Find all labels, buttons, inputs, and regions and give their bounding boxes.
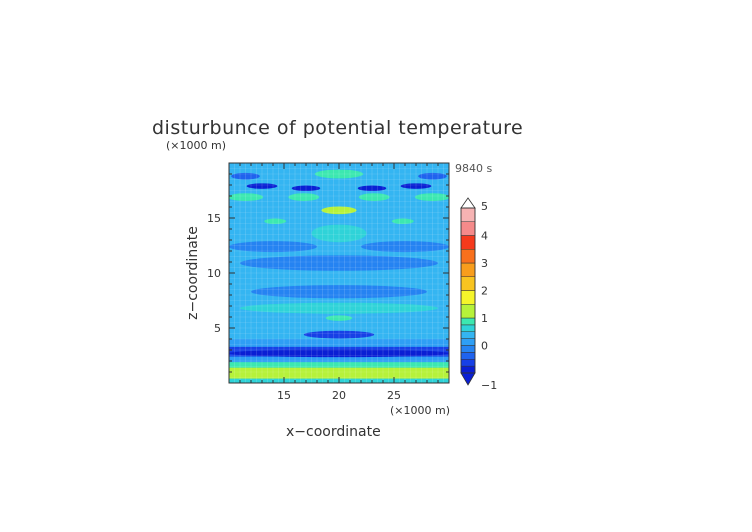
- plot-area: [229, 163, 449, 383]
- y-axis-ticks: 5 10 15: [207, 162, 449, 384]
- colorbar-segment-4: [460, 338, 476, 346]
- chart-title: disturbunce of potential temperature: [152, 117, 523, 139]
- colorbar-tick-label: 2: [481, 285, 488, 298]
- feature-20: [314, 169, 364, 179]
- band-2: [229, 362, 449, 368]
- colorbar-segment-9: [460, 290, 476, 305]
- feature-4: [251, 285, 427, 299]
- colorbar-tick-label: 4: [481, 230, 488, 243]
- colorbar-segment-10: [460, 276, 476, 291]
- colorbar-segment-1: [460, 359, 476, 367]
- x-axis-label: x−coordinate: [286, 424, 381, 440]
- feature-17: [291, 185, 321, 192]
- y-tick-label: 10: [207, 267, 221, 280]
- colorbar-segment-3: [460, 345, 476, 353]
- colorbar-tick-label: 5: [481, 200, 488, 213]
- colorbar-segment-5: [460, 331, 476, 339]
- feature-18: [357, 185, 387, 192]
- colorbar-segment-13: [460, 235, 476, 250]
- colorbar-max-arrow: [460, 197, 476, 209]
- feature-22: [418, 172, 447, 180]
- feature-16: [246, 183, 278, 189]
- colorbar-tick-label: 0: [481, 340, 488, 353]
- grid-lines: [229, 163, 449, 383]
- band-1: [229, 367, 449, 379]
- colorbar-segment-2: [460, 352, 476, 360]
- x-tick-label: 20: [332, 389, 346, 402]
- feature-11: [391, 218, 414, 225]
- x-axis-ticks: 15 20 25: [228, 163, 450, 402]
- y-tick-label: 15: [207, 212, 221, 225]
- feature-9: [321, 206, 357, 215]
- band-3: [229, 356, 449, 363]
- time-label: 9840 s: [455, 162, 492, 175]
- feature-0: [229, 349, 449, 358]
- feature-14: [358, 193, 390, 201]
- colorbar-tick-label: −1: [481, 379, 497, 392]
- colorbar-segment-11: [460, 262, 476, 277]
- feature-5: [240, 255, 438, 271]
- colorbar-segment-14: [460, 221, 476, 236]
- colorbar-segment-7: [460, 317, 476, 326]
- band-5: [229, 339, 449, 347]
- colorbar-frame: [460, 207, 476, 374]
- x-tick-label: 25: [387, 389, 401, 402]
- feature-19: [400, 183, 432, 189]
- y-tick-label: 5: [214, 322, 221, 335]
- colorbar-segment-12: [460, 249, 476, 264]
- feature-3: [240, 302, 438, 314]
- colorbar-tick-label: 1: [481, 312, 488, 325]
- feature-21: [231, 172, 260, 180]
- y-axis-unit: (×1000 m): [166, 139, 226, 152]
- x-tick-label: 15: [277, 389, 291, 402]
- colorbar-segment-8: [460, 304, 476, 319]
- y-axis-label: z−coordinate: [185, 226, 201, 320]
- feature-10: [264, 218, 287, 225]
- feature-13: [288, 193, 320, 201]
- x-axis-unit: (×1000 m): [390, 404, 450, 417]
- colorbar-ticks: −1 0 1 2 3 4 5: [481, 200, 497, 392]
- feature-12: [229, 193, 264, 201]
- feature-6: [311, 224, 367, 243]
- feature-2: [325, 315, 353, 321]
- colorbar-segment-6: [460, 324, 476, 332]
- colorbar-tick-label: 3: [481, 257, 488, 270]
- colorbar: [460, 197, 476, 386]
- colorbar-segment-0: [460, 365, 476, 374]
- colorbar-segment-15: [460, 207, 476, 222]
- feature-15: [414, 193, 449, 201]
- contour-features: [229, 169, 449, 358]
- feature-1: [303, 330, 375, 339]
- feature-8: [361, 241, 449, 253]
- colorbar-min-arrow: [460, 372, 476, 386]
- feature-7: [229, 241, 317, 253]
